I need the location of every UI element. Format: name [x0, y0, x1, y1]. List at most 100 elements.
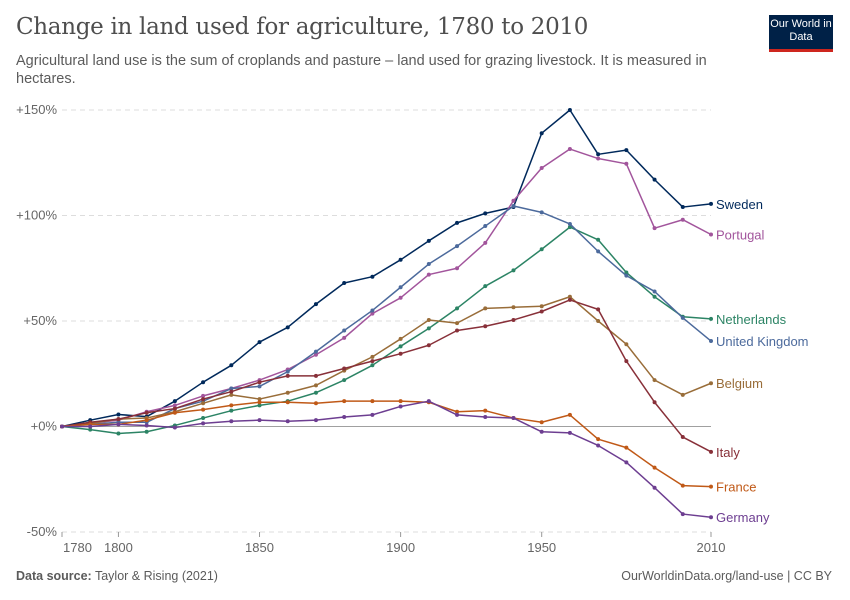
data-point-france — [624, 445, 629, 450]
y-tick-label: +150% — [16, 102, 57, 117]
data-point-netherlands — [313, 390, 318, 395]
data-point-sweden — [172, 399, 177, 404]
data-point-italy — [426, 343, 431, 348]
y-tick-label: -50% — [27, 524, 58, 539]
data-point-germany — [398, 404, 403, 409]
data-point-italy — [539, 309, 544, 314]
data-point-netherlands — [709, 316, 713, 321]
data-point-sweden — [483, 211, 488, 216]
data-point-united-kingdom — [370, 308, 375, 313]
footer-url[interactable]: OurWorldinData.org/land-use | CC BY — [621, 569, 832, 583]
data-point-germany — [88, 424, 93, 429]
data-point-sweden — [709, 201, 713, 206]
data-point-germany — [539, 429, 544, 434]
data-point-france — [285, 400, 290, 405]
data-point-portugal — [455, 266, 460, 271]
data-point-italy — [709, 449, 713, 454]
chart-title: Change in land used for agriculture, 178… — [16, 14, 589, 40]
data-point-netherlands — [624, 270, 629, 275]
data-point-italy — [624, 359, 629, 364]
data-point-sweden — [680, 205, 685, 210]
series-line-italy — [61, 299, 712, 453]
data-point-sweden — [342, 281, 347, 286]
data-point-belgium — [567, 294, 572, 299]
data-point-belgium — [596, 319, 601, 323]
data-point-france — [342, 399, 347, 404]
data-point-italy — [455, 328, 460, 333]
data-point-sweden — [257, 340, 262, 345]
data-point-belgium — [229, 392, 234, 397]
series-label-netherlands: Netherlands — [716, 312, 787, 327]
data-point-portugal — [624, 161, 629, 166]
data-point-france — [455, 409, 460, 414]
data-point-portugal — [313, 352, 318, 357]
series-label-portugal: Portugal — [716, 227, 765, 242]
data-point-netherlands — [483, 284, 488, 289]
data-point-germany — [709, 515, 713, 520]
series-label-italy: Italy — [716, 445, 740, 460]
series-label-germany: Germany — [716, 510, 770, 525]
data-point-germany — [342, 415, 347, 420]
data-point-belgium — [652, 378, 657, 383]
data-point-france — [201, 407, 206, 412]
data-point-italy — [116, 417, 121, 422]
data-point-belgium — [370, 354, 375, 359]
data-point-germany — [257, 418, 262, 423]
data-point-netherlands — [116, 431, 121, 436]
data-point-belgium — [398, 336, 403, 341]
data-point-germany — [680, 512, 685, 517]
data-point-belgium — [426, 317, 431, 322]
source-value: Taylor & Rising (2021) — [94, 569, 218, 583]
data-point-sweden — [370, 274, 375, 279]
data-point-portugal — [709, 232, 713, 237]
data-point-netherlands — [455, 306, 460, 311]
data-point-france — [652, 465, 657, 470]
data-point-germany — [116, 422, 121, 427]
data-point-portugal — [539, 166, 544, 171]
data-point-portugal — [511, 198, 516, 203]
data-point-belgium — [511, 305, 516, 310]
data-point-italy — [370, 359, 375, 364]
data-point-portugal — [567, 147, 572, 152]
series-line-germany — [62, 400, 712, 518]
data-point-belgium — [285, 390, 290, 395]
data-point-netherlands — [229, 408, 234, 413]
data-point-france — [539, 420, 544, 425]
data-point-netherlands — [398, 344, 403, 349]
data-point-united-kingdom — [680, 315, 685, 320]
data-point-united-kingdom — [398, 285, 403, 290]
data-point-germany — [483, 415, 488, 420]
data-point-portugal — [596, 156, 601, 161]
data-point-netherlands — [342, 378, 347, 383]
data-point-germany — [313, 418, 318, 423]
data-point-portugal — [680, 217, 685, 222]
data-point-france — [680, 483, 685, 488]
source-label: Data source: — [16, 569, 92, 583]
data-point-united-kingdom — [709, 339, 713, 344]
data-point-netherlands — [88, 427, 93, 432]
data-point-sweden — [624, 148, 629, 153]
series-line-sweden — [61, 109, 712, 428]
data-point-belgium — [539, 304, 544, 309]
data-point-united-kingdom — [229, 386, 234, 391]
data-point-sweden — [285, 325, 290, 330]
data-point-germany — [229, 419, 234, 424]
data-point-netherlands — [201, 416, 206, 421]
x-tick-label: 2010 — [697, 540, 726, 555]
y-tick-label: +0% — [31, 419, 58, 434]
data-point-france — [567, 412, 572, 417]
data-source: Data source: Taylor & Rising (2021) — [16, 569, 218, 583]
data-point-germany — [596, 443, 601, 448]
series-line-portugal — [61, 148, 712, 428]
data-point-italy — [398, 351, 403, 356]
data-point-france — [709, 484, 713, 489]
data-point-netherlands — [539, 247, 544, 252]
data-point-germany — [60, 424, 64, 429]
data-point-portugal — [201, 393, 206, 398]
owid-logo[interactable]: Our World in Data — [769, 15, 833, 52]
data-point-italy — [342, 366, 347, 371]
data-point-united-kingdom — [539, 210, 544, 215]
data-point-italy — [313, 373, 318, 378]
data-point-france — [257, 400, 262, 405]
